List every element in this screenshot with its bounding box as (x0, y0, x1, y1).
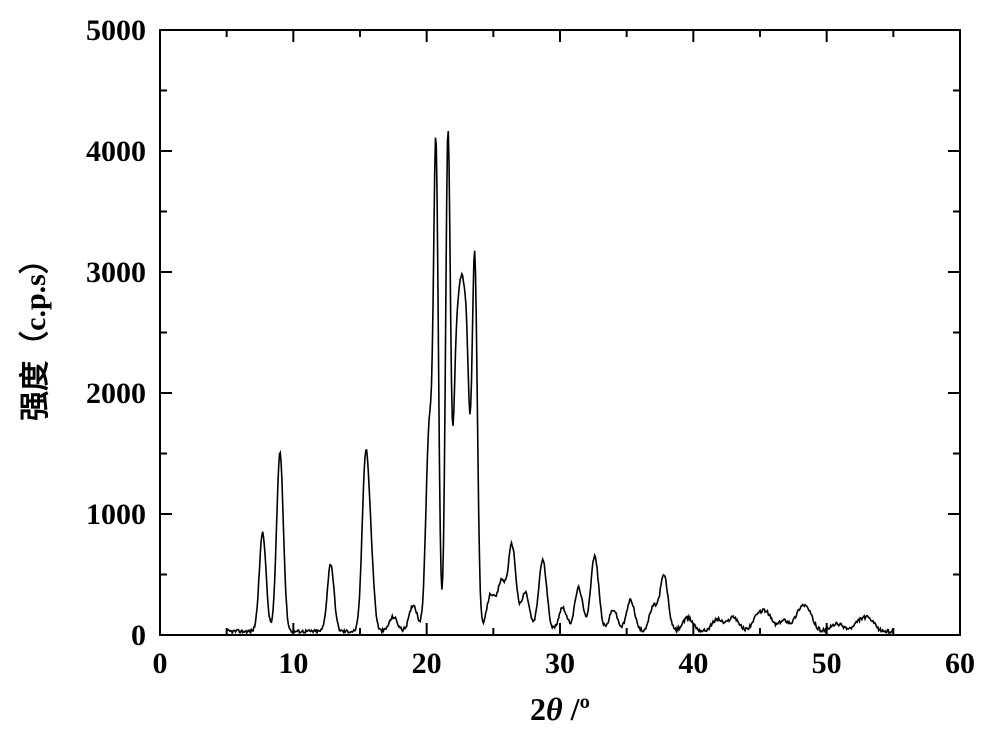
chart-svg: 0 10 20 30 40 50 60 0 1000 2000 3000 4000 5000 2θ /º 强… (0, 0, 1000, 755)
y-tick-label: 2000 (86, 377, 146, 410)
x-axis-label: 2θ /º (530, 691, 590, 727)
y-tick-label: 1000 (86, 498, 146, 531)
y-axis-label: 强度（c.p.s） (18, 244, 52, 421)
x-tick-label: 0 (153, 647, 168, 680)
x-tick-label: 20 (412, 647, 442, 680)
x-tick-label: 60 (945, 647, 975, 680)
x-tick-label: 50 (812, 647, 842, 680)
x-tick-label: 10 (278, 647, 308, 680)
x-tick-label: 40 (678, 647, 708, 680)
x-tick-label: 30 (545, 647, 575, 680)
y-tick-label: 5000 (86, 14, 146, 47)
y-tick-label: 0 (131, 619, 146, 652)
xrd-chart: 0 10 20 30 40 50 60 0 1000 2000 3000 4000 5000 2θ /º 强… (0, 0, 1000, 755)
y-tick-label: 3000 (86, 256, 146, 289)
y-tick-label: 4000 (86, 135, 146, 168)
